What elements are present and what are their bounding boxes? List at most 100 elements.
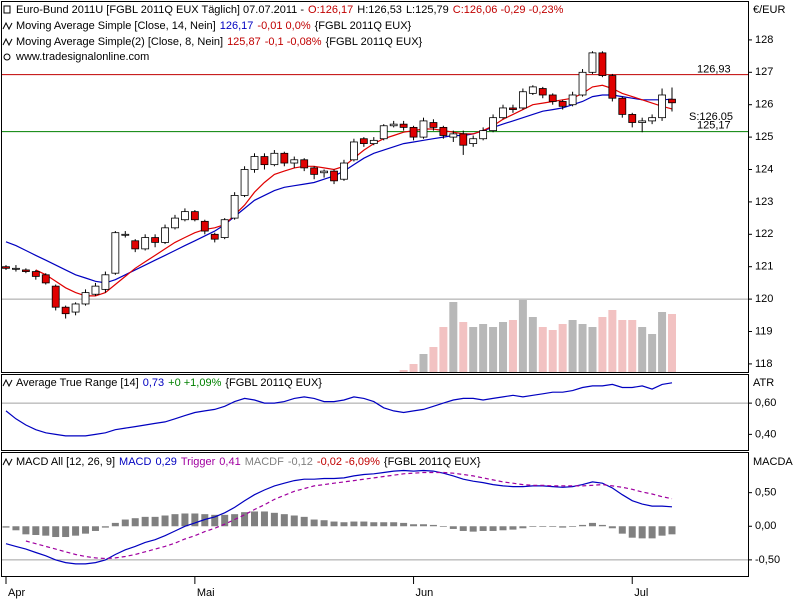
- atr-panel: [1, 374, 749, 451]
- histogram-bar: [191, 513, 199, 527]
- candle-body: [648, 117, 657, 122]
- y-tick-label: 118: [755, 358, 773, 370]
- candle-body: [270, 152, 279, 166]
- volume-bar: [628, 320, 637, 372]
- legend-text: Euro-Bund 2011U [FGBL 2011Q EUX Täglich]…: [16, 4, 304, 16]
- candle-body: [141, 237, 150, 250]
- candle-body: [419, 120, 428, 138]
- legend-text: MACDF: [245, 456, 284, 468]
- histogram-bar: [608, 526, 616, 529]
- candle-body: [2, 266, 10, 269]
- volume-bar: [608, 310, 617, 372]
- volume-bar: [568, 320, 577, 372]
- histogram-bar: [340, 522, 348, 527]
- histogram-bar: [579, 524, 587, 527]
- volume-bar: [429, 347, 438, 372]
- histogram-bar: [390, 522, 398, 527]
- candle-body: [350, 141, 358, 161]
- histogram-bar: [211, 514, 219, 527]
- x-tick-label: Jun: [416, 587, 434, 599]
- legend-icon: [2, 37, 13, 47]
- y-tick-label: 120: [755, 293, 773, 305]
- source: www.tradesignalonline.com: [15, 51, 149, 63]
- histogram-bar: [519, 526, 527, 529]
- histogram-bar: [330, 521, 338, 527]
- histogram-bar: [419, 524, 427, 527]
- histogram-bar: [32, 526, 40, 535]
- y-tick-label: 127: [755, 66, 773, 78]
- histogram-bar: [499, 526, 507, 531]
- legend-text: Moving Average Simple [Close, 14, Nein]: [16, 20, 216, 32]
- legend-text: Moving Average Simple(2) [Close, 8, Nein…: [16, 36, 223, 48]
- volume-bar: [658, 312, 667, 372]
- volume-bar: [419, 354, 428, 372]
- legend-text: -0,02 -6,09%: [317, 456, 380, 468]
- histogram-bar: [221, 514, 229, 527]
- candle-body: [21, 269, 30, 272]
- histogram-bar: [588, 522, 596, 527]
- candle-body: [101, 274, 110, 290]
- x-tick-label: Jul: [634, 587, 648, 599]
- histogram-bar: [12, 526, 20, 531]
- y-tick-label: 123: [755, 196, 773, 208]
- histogram-bar: [2, 526, 10, 528]
- histogram-bar: [111, 522, 119, 527]
- candle-body: [190, 211, 199, 221]
- candle-body: [310, 167, 319, 175]
- candle-body: [578, 71, 587, 96]
- histogram-bar: [400, 522, 408, 527]
- candle-body: [628, 114, 637, 123]
- histogram-bar: [52, 526, 60, 538]
- volume-bar: [638, 327, 647, 372]
- histogram-bar: [42, 526, 50, 536]
- histogram-bar: [489, 526, 497, 531]
- candle-body: [528, 86, 537, 94]
- histogram-bar: [509, 526, 517, 530]
- legend-icon: [3, 53, 11, 61]
- histogram-bar: [270, 512, 278, 527]
- volume-bar: [598, 317, 607, 372]
- histogram-bar: [131, 518, 139, 527]
- candle-body: [111, 232, 120, 274]
- candle-body: [369, 139, 378, 144]
- indicator-line: [5, 382, 673, 437]
- histogram-bar: [101, 526, 109, 528]
- moving-average-line: [5, 94, 673, 284]
- legend-text: 0,73: [143, 377, 164, 389]
- histogram-bar: [410, 524, 418, 527]
- histogram-bar: [449, 526, 457, 529]
- histogram-bar: [22, 526, 30, 535]
- histogram-bar: [439, 526, 447, 527]
- candle-body: [359, 138, 368, 144]
- candle-body: [499, 107, 507, 119]
- candle-body: [608, 75, 617, 99]
- histogram-bar: [370, 522, 378, 527]
- annotation: S:126.05: [689, 111, 733, 123]
- histogram-bar: [62, 526, 70, 538]
- histogram-bar: [658, 526, 666, 536]
- candle-body: [41, 274, 50, 284]
- candle-body: [290, 159, 299, 164]
- histogram-bar: [201, 514, 209, 527]
- candle-body: [61, 306, 70, 315]
- histogram-bar: [251, 511, 259, 527]
- histogram-bar: [529, 526, 537, 527]
- x-tick-label: Apr: [8, 587, 25, 599]
- legend-text: {FGBL 2011Q EUX}: [315, 20, 412, 32]
- volume-bar: [578, 324, 587, 372]
- volume-bar: [558, 324, 567, 372]
- histogram-bar: [628, 526, 636, 538]
- candle-body: [181, 211, 189, 221]
- volume-bar: [518, 300, 527, 372]
- candle-body: [568, 94, 577, 106]
- indicator-line: [25, 471, 673, 560]
- candle-body: [409, 126, 418, 138]
- legend-icon: [3, 5, 11, 14]
- histogram-bar: [91, 526, 99, 531]
- volume-bar: [528, 317, 537, 372]
- y-tick-label: 119: [755, 325, 773, 337]
- volume-bar: [648, 334, 657, 372]
- candle-body: [469, 138, 478, 144]
